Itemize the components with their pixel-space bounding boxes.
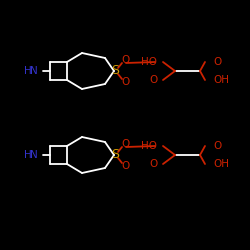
Text: H: H	[24, 150, 32, 160]
Text: O: O	[122, 139, 130, 149]
Text: O: O	[122, 55, 130, 65]
Text: N: N	[30, 150, 38, 160]
Text: H: H	[24, 66, 32, 76]
Text: HO: HO	[141, 57, 157, 67]
Text: O: O	[150, 159, 158, 169]
Text: N: N	[30, 66, 38, 76]
Text: HO: HO	[141, 141, 157, 151]
Text: OH: OH	[213, 159, 229, 169]
Text: O: O	[122, 161, 130, 171]
Text: O: O	[213, 57, 221, 67]
Text: S: S	[111, 64, 119, 78]
Text: OH: OH	[213, 75, 229, 85]
Text: O: O	[150, 75, 158, 85]
Text: S: S	[111, 148, 119, 162]
Text: O: O	[122, 77, 130, 87]
Text: O: O	[213, 141, 221, 151]
